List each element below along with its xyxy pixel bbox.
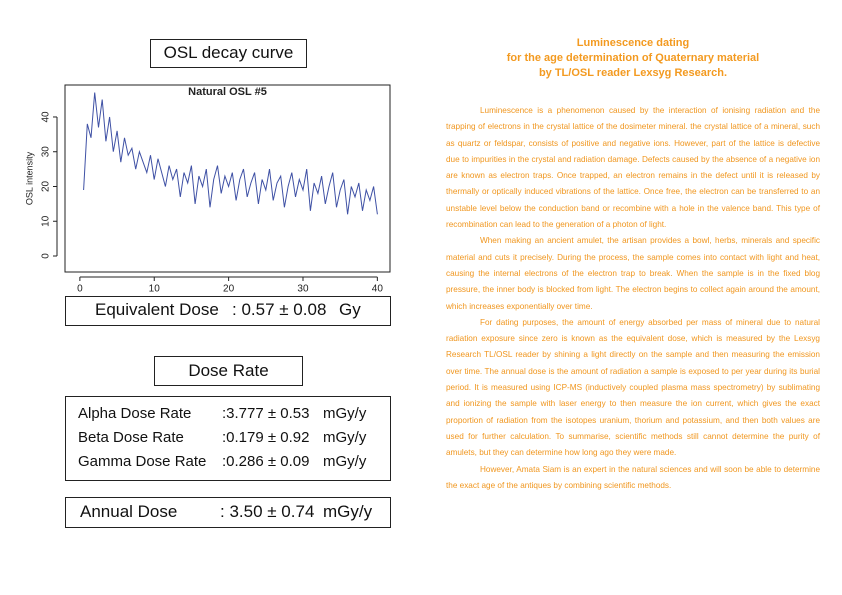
heading: OSL decay curve bbox=[163, 43, 294, 62]
y-tick-label: 20 bbox=[41, 180, 52, 192]
annual-dose-box bbox=[65, 497, 391, 528]
value: :0.286 ± 0.09 bbox=[222, 453, 310, 470]
unit: mGy/y bbox=[323, 502, 373, 521]
x-tick-label: 30 bbox=[297, 284, 309, 295]
plot-frame bbox=[64, 84, 391, 273]
title-line: by TL/OSL reader Lexsyg Research. bbox=[538, 67, 728, 79]
y-tick-label: 0 bbox=[41, 253, 52, 259]
equivalent-dose-box bbox=[65, 296, 391, 326]
label: Alpha Dose Rate bbox=[78, 405, 192, 422]
unit: Gy bbox=[339, 300, 361, 319]
unit: mGy/y bbox=[323, 429, 367, 446]
dose-rates-box bbox=[65, 396, 391, 481]
article: Luminescence dating for the age determina… bbox=[446, 36, 820, 494]
paragraph: Luminescence is a phenomenon caused by t… bbox=[446, 106, 820, 230]
y-tick-label: 40 bbox=[41, 111, 52, 123]
y-tick-label: 10 bbox=[41, 215, 52, 227]
paragraph: For dating purposes, the amount of energ… bbox=[446, 317, 820, 458]
y-axis-label: OSL intensity bbox=[24, 151, 34, 205]
x-tick-label: 20 bbox=[223, 284, 235, 295]
title-line: Luminescence dating bbox=[576, 37, 690, 49]
value: : 3.50 ± 0.74 bbox=[220, 502, 315, 521]
x-tick-label: 0 bbox=[77, 284, 83, 295]
unit: mGy/y bbox=[323, 453, 367, 470]
heading-box bbox=[150, 39, 307, 68]
data-line bbox=[83, 92, 378, 215]
title-line: for the age determination of Quaternary … bbox=[506, 52, 760, 64]
value: :3.777 ± 0.53 bbox=[222, 405, 310, 422]
x-tick-label: 40 bbox=[372, 284, 384, 295]
value: :0.179 ± 0.92 bbox=[222, 429, 310, 446]
label: Equivalent Dose bbox=[95, 300, 219, 319]
dose-rate-box bbox=[154, 356, 303, 386]
x-tick-label: 10 bbox=[149, 284, 161, 295]
y-tick-label: 30 bbox=[41, 146, 52, 158]
heading: Dose Rate bbox=[188, 361, 269, 380]
label: Annual Dose bbox=[80, 502, 178, 521]
chart-title: Natural OSL #5 bbox=[188, 86, 267, 98]
value: : 0.57 ± 0.08 bbox=[232, 300, 327, 319]
article-title: Luminescence dating for the age determina… bbox=[446, 36, 820, 81]
unit: mGy/y bbox=[323, 405, 367, 422]
article-body: Luminescence is a phenomenon caused by t… bbox=[446, 103, 820, 494]
label: Beta Dose Rate bbox=[78, 429, 184, 446]
paragraph: However, Amata Siam is an expert in the … bbox=[446, 464, 820, 490]
label: Gamma Dose Rate bbox=[78, 453, 207, 470]
paragraph: When making an ancient amulet, the artis… bbox=[446, 236, 820, 311]
